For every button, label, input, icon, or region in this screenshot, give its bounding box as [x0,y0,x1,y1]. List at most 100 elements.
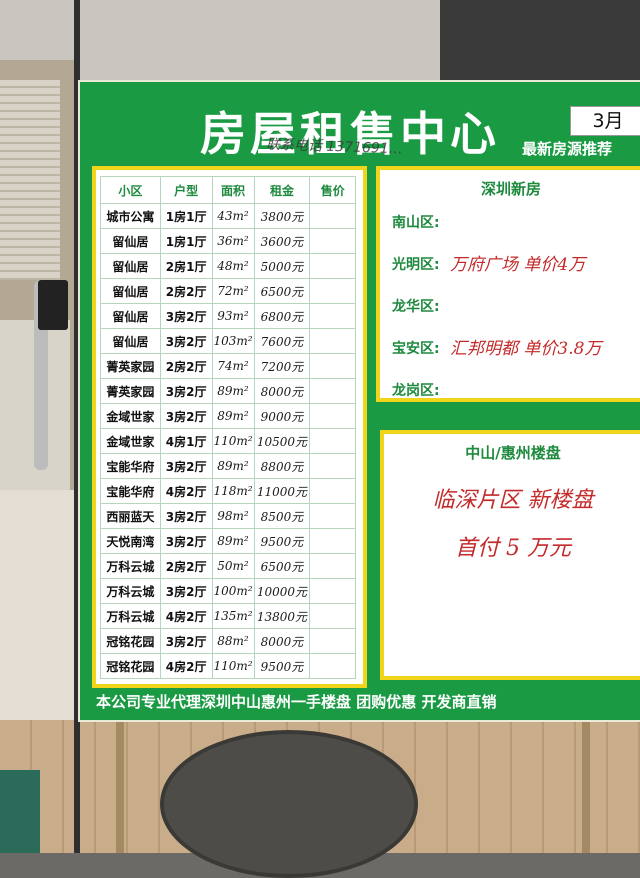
door-mat [0,770,40,853]
cell-area: 103m² [211,328,255,354]
cell-community: 万科云城 [100,578,161,604]
cell-price [309,353,356,379]
cell-price [309,228,356,254]
promo-line-1: 临深片区 新楼盘 [432,488,594,513]
cell-price [309,528,356,554]
cell-community: 冠铭花园 [100,628,161,654]
cell-layout: 2房1厅 [159,253,213,279]
cell-rent: 6500元 [253,278,311,304]
district-handwritten-note: 汇邦明都 单价3.8万 [450,339,602,359]
promo-line-2: 首付 5 万元 [455,536,571,561]
cell-community: 万科云城 [100,603,161,629]
cell-price [309,503,356,529]
listing-row: 菁英家园 3房2厅 89m² 8000元 [100,378,356,404]
cell-price [309,603,356,629]
easel-leg-left [116,700,124,853]
cell-community: 菁英家园 [100,353,161,379]
cell-rent: 7600元 [253,328,311,354]
listing-row: 万科云城 3房2厅 100m² 10000元 [100,578,356,604]
district-label: 宝安区: [392,341,440,357]
cell-community: 留仙居 [100,253,161,279]
cell-layout: 3房2厅 [159,503,213,529]
cell-price [309,578,356,604]
cell-area: 89m² [211,453,255,479]
district-handwritten-note: 万府广场 单价4万 [450,255,586,275]
cell-rent: 5000元 [253,253,311,279]
cell-layout: 3房2厅 [159,628,213,654]
glass-door-frame [74,0,80,853]
listing-row: 西丽蓝天 3房2厅 98m² 8500元 [100,503,356,529]
cell-price [309,278,356,304]
cell-community: 宝能华府 [100,453,161,479]
cell-layout: 1房1厅 [159,203,213,229]
month-badge: 3月 [570,106,640,136]
board-footer: 本公司专业代理深圳中山惠州一手楼盘 团购优惠 开发商直销 [96,693,497,711]
header-layout: 户型 [159,176,213,204]
cell-rent: 9000元 [253,403,311,429]
cell-community: 冠铭花园 [100,653,161,679]
listing-row: 留仙居 3房2厅 103m² 7600元 [100,328,356,354]
listing-row: 留仙居 1房1厅 36m² 3600元 [100,228,356,254]
listing-row: 留仙居 2房1厅 48m² 5000元 [100,253,356,279]
cell-community: 菁英家园 [100,378,161,404]
zhongshan-huizhou-panel: 中山/惠州楼盘 临深片区 新楼盘 首付 5 万元 [380,430,640,680]
listing-row: 金域世家 4房1厅 110m² 10500元 [100,428,356,454]
cell-area: 135m² [211,603,255,629]
window-blind [0,80,60,280]
cell-rent: 8000元 [253,628,311,654]
cell-community: 金域世家 [100,403,161,429]
district-label: 光明区: [392,257,440,273]
cell-layout: 3房2厅 [159,453,213,479]
cell-rent: 9500元 [253,653,311,679]
shenzhen-new-homes-panel: 深圳新房 南山区: 光明区: 万府广场 单价4万 龙华区: 宝安区: 汇邦明都 单价3.8… [376,166,640,402]
listing-header-row: 小区 户型 面积 租金 售价 [100,176,356,204]
listing-row: 冠铭花园 4房2厅 110m² 9500元 [100,653,356,679]
cell-area: 36m² [211,228,255,254]
door-lock [38,280,68,330]
cell-price [309,553,356,579]
listing-row: 万科云城 4房2厅 135m² 13800元 [100,603,356,629]
header-community: 小区 [100,176,161,204]
cell-rent: 8000元 [253,378,311,404]
cell-layout: 3房2厅 [159,578,213,604]
cell-rent: 7200元 [253,353,311,379]
cell-area: 74m² [211,353,255,379]
cell-rent: 13800元 [253,603,311,629]
cell-community: 留仙居 [100,228,161,254]
easel-leg-right [582,700,590,853]
cell-layout: 4房2厅 [159,603,213,629]
cell-layout: 3房2厅 [159,378,213,404]
listing-row: 城市公寓 1房1厅 43m² 3800元 [100,203,356,229]
cell-area: 110m² [211,428,255,454]
cell-layout: 3房2厅 [159,403,213,429]
cell-rent: 11000元 [253,478,311,504]
cell-community: 留仙居 [100,303,161,329]
cell-community: 金域世家 [100,428,161,454]
cell-price [309,653,356,679]
listing-row: 万科云城 2房2厅 50m² 6500元 [100,553,356,579]
cell-price [309,428,356,454]
cell-area: 110m² [211,653,255,679]
listing-table-panel: 小区 户型 面积 租金 售价 城市公寓 1房1厅 43m² 3800元 留仙居 1房1厅 3… [92,166,367,688]
cell-area: 118m² [211,478,255,504]
cell-rent: 8800元 [253,453,311,479]
district-label: 南山区: [392,215,440,231]
cell-price [309,403,356,429]
listing-table: 小区 户型 面积 租金 售价 城市公寓 1房1厅 43m² 3800元 留仙居 1房1厅 3… [100,176,356,679]
cell-rent: 3600元 [253,228,311,254]
cell-rent: 6500元 [253,553,311,579]
cell-community: 宝能华府 [100,478,161,504]
board-subtitle: 最新房源推荐 [522,140,613,158]
cell-community: 西丽蓝天 [100,503,161,529]
cell-community: 城市公寓 [100,203,161,229]
cell-layout: 1房1厅 [159,228,213,254]
cell-layout: 4房2厅 [159,653,213,679]
header-price: 售价 [309,176,356,204]
cell-rent: 3800元 [253,203,311,229]
cell-layout: 2房2厅 [159,353,213,379]
cell-price [309,628,356,654]
listing-table-body: 城市公寓 1房1厅 43m² 3800元 留仙居 1房1厅 36m² 3600元 留仙居 2房1厅… [100,203,356,679]
cell-area: 88m² [211,628,255,654]
board-title: 房屋租售中心 [200,107,500,161]
